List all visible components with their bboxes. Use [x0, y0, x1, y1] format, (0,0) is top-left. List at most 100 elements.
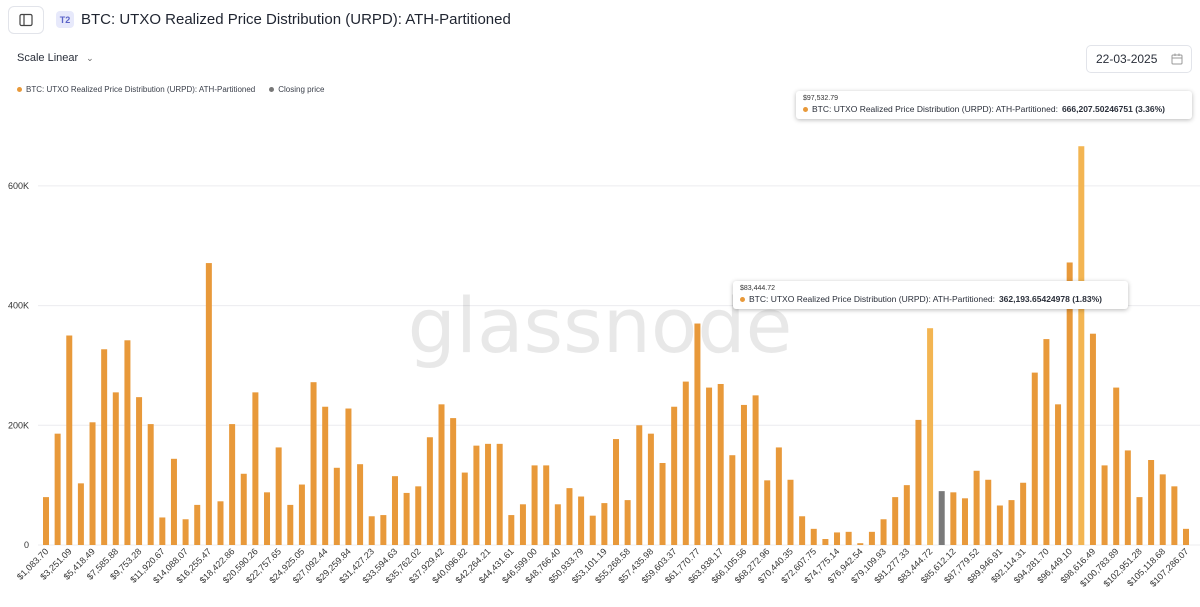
bar — [1171, 486, 1178, 545]
bar — [345, 408, 352, 545]
bar — [66, 335, 73, 545]
urpd-bar-chart[interactable]: 0 200K 400K 600K glassnode $1,083.70$3,251.… — [0, 100, 1200, 607]
bar — [43, 497, 49, 545]
bar — [310, 382, 317, 545]
sidebar-toggle-button[interactable] — [8, 6, 44, 34]
tooltip-label: BTC: UTXO Realized Price Distribution (U… — [749, 294, 995, 304]
bar — [461, 472, 468, 545]
bar — [415, 486, 422, 545]
sidebar-panel-icon — [19, 13, 33, 27]
bar — [252, 392, 259, 545]
bar — [403, 492, 410, 545]
bar — [438, 404, 445, 545]
bar — [857, 543, 864, 545]
closing-price-bar — [938, 491, 945, 545]
bar — [159, 517, 166, 545]
bar — [787, 479, 794, 545]
highlighted-bar — [1078, 146, 1085, 545]
bar — [647, 433, 654, 545]
bar — [136, 397, 143, 545]
legend-item-urpd[interactable]: BTC: UTXO Realized Price Distribution (U… — [17, 85, 255, 94]
bar — [391, 476, 398, 545]
bar — [240, 473, 247, 545]
bar — [601, 503, 608, 545]
bar — [671, 406, 678, 545]
bar — [543, 465, 550, 545]
chevron-down-icon: ⌄ — [86, 52, 94, 63]
bar — [147, 424, 154, 545]
bar — [519, 504, 526, 545]
tooltip-dot — [803, 106, 808, 112]
y-tick-label: 200K — [8, 420, 29, 430]
bar — [1020, 482, 1027, 545]
bar — [170, 458, 177, 545]
bar — [613, 439, 619, 545]
scale-label: Scale Linear — [17, 52, 79, 64]
bar — [903, 485, 910, 545]
bar — [729, 455, 736, 545]
bar — [450, 418, 457, 545]
glassnode-watermark: glassnode — [408, 281, 793, 370]
bar — [845, 531, 852, 545]
highlighted-bar — [927, 328, 934, 545]
bar — [1183, 528, 1189, 545]
date-picker[interactable]: 22-03-2025 — [1086, 45, 1192, 73]
bar — [636, 425, 643, 545]
bar — [810, 528, 817, 545]
bar — [1008, 500, 1015, 545]
chart-legend: BTC: UTXO Realized Price Distribution (U… — [17, 85, 325, 94]
bar — [752, 395, 759, 545]
bar — [740, 404, 747, 545]
bar — [868, 531, 875, 545]
bar — [368, 516, 375, 545]
bar — [996, 505, 1003, 545]
tooltip-value: 362,193.65424978 (1.83%) — [998, 294, 1102, 304]
bar — [124, 340, 131, 545]
bar — [822, 539, 829, 545]
bar — [264, 492, 271, 545]
bar — [333, 467, 340, 545]
bar — [973, 470, 980, 545]
tooltip-label: BTC: UTXO Realized Price Distribution (U… — [812, 104, 1058, 114]
scale-dropdown[interactable]: Scale Linear ⌄ — [17, 52, 94, 64]
bars — [43, 146, 1189, 545]
y-tick-label: 600K — [8, 181, 29, 191]
calendar-icon — [1171, 53, 1183, 65]
top-bar: T2 BTC: UTXO Realized Price Distribution… — [0, 0, 1200, 40]
y-tick-label: 400K — [8, 301, 29, 311]
y-axis: 0 200K 400K 600K — [8, 181, 29, 550]
bar — [775, 447, 782, 545]
bar — [554, 504, 561, 545]
bar — [659, 462, 666, 545]
bar — [426, 437, 433, 545]
bar — [950, 492, 957, 545]
bar — [275, 447, 282, 545]
bar — [682, 381, 689, 545]
bar — [624, 500, 631, 545]
legend-item-closing-price[interactable]: Closing price — [269, 85, 325, 94]
bar — [205, 263, 212, 545]
date-value: 22-03-2025 — [1096, 52, 1158, 66]
y-tick-label: 0 — [24, 540, 29, 550]
bar — [1148, 460, 1155, 545]
bar — [508, 515, 515, 545]
bar — [357, 464, 364, 545]
bar — [589, 515, 596, 545]
bar — [194, 504, 201, 545]
bar — [298, 484, 305, 545]
bar — [834, 532, 841, 545]
bar — [229, 424, 236, 545]
bar — [101, 349, 108, 545]
tier-badge: T2 — [56, 11, 74, 28]
bar — [112, 392, 119, 545]
bar — [380, 515, 387, 545]
bar — [706, 387, 713, 545]
tooltip-value: 666,207.50246751 (3.36%) — [1061, 104, 1165, 114]
bar — [566, 488, 573, 545]
bar — [1031, 372, 1038, 545]
bar — [531, 465, 538, 545]
bar — [485, 443, 492, 545]
legend-dot-closing-price — [269, 87, 275, 92]
bar — [1066, 262, 1073, 545]
bar — [496, 443, 503, 545]
